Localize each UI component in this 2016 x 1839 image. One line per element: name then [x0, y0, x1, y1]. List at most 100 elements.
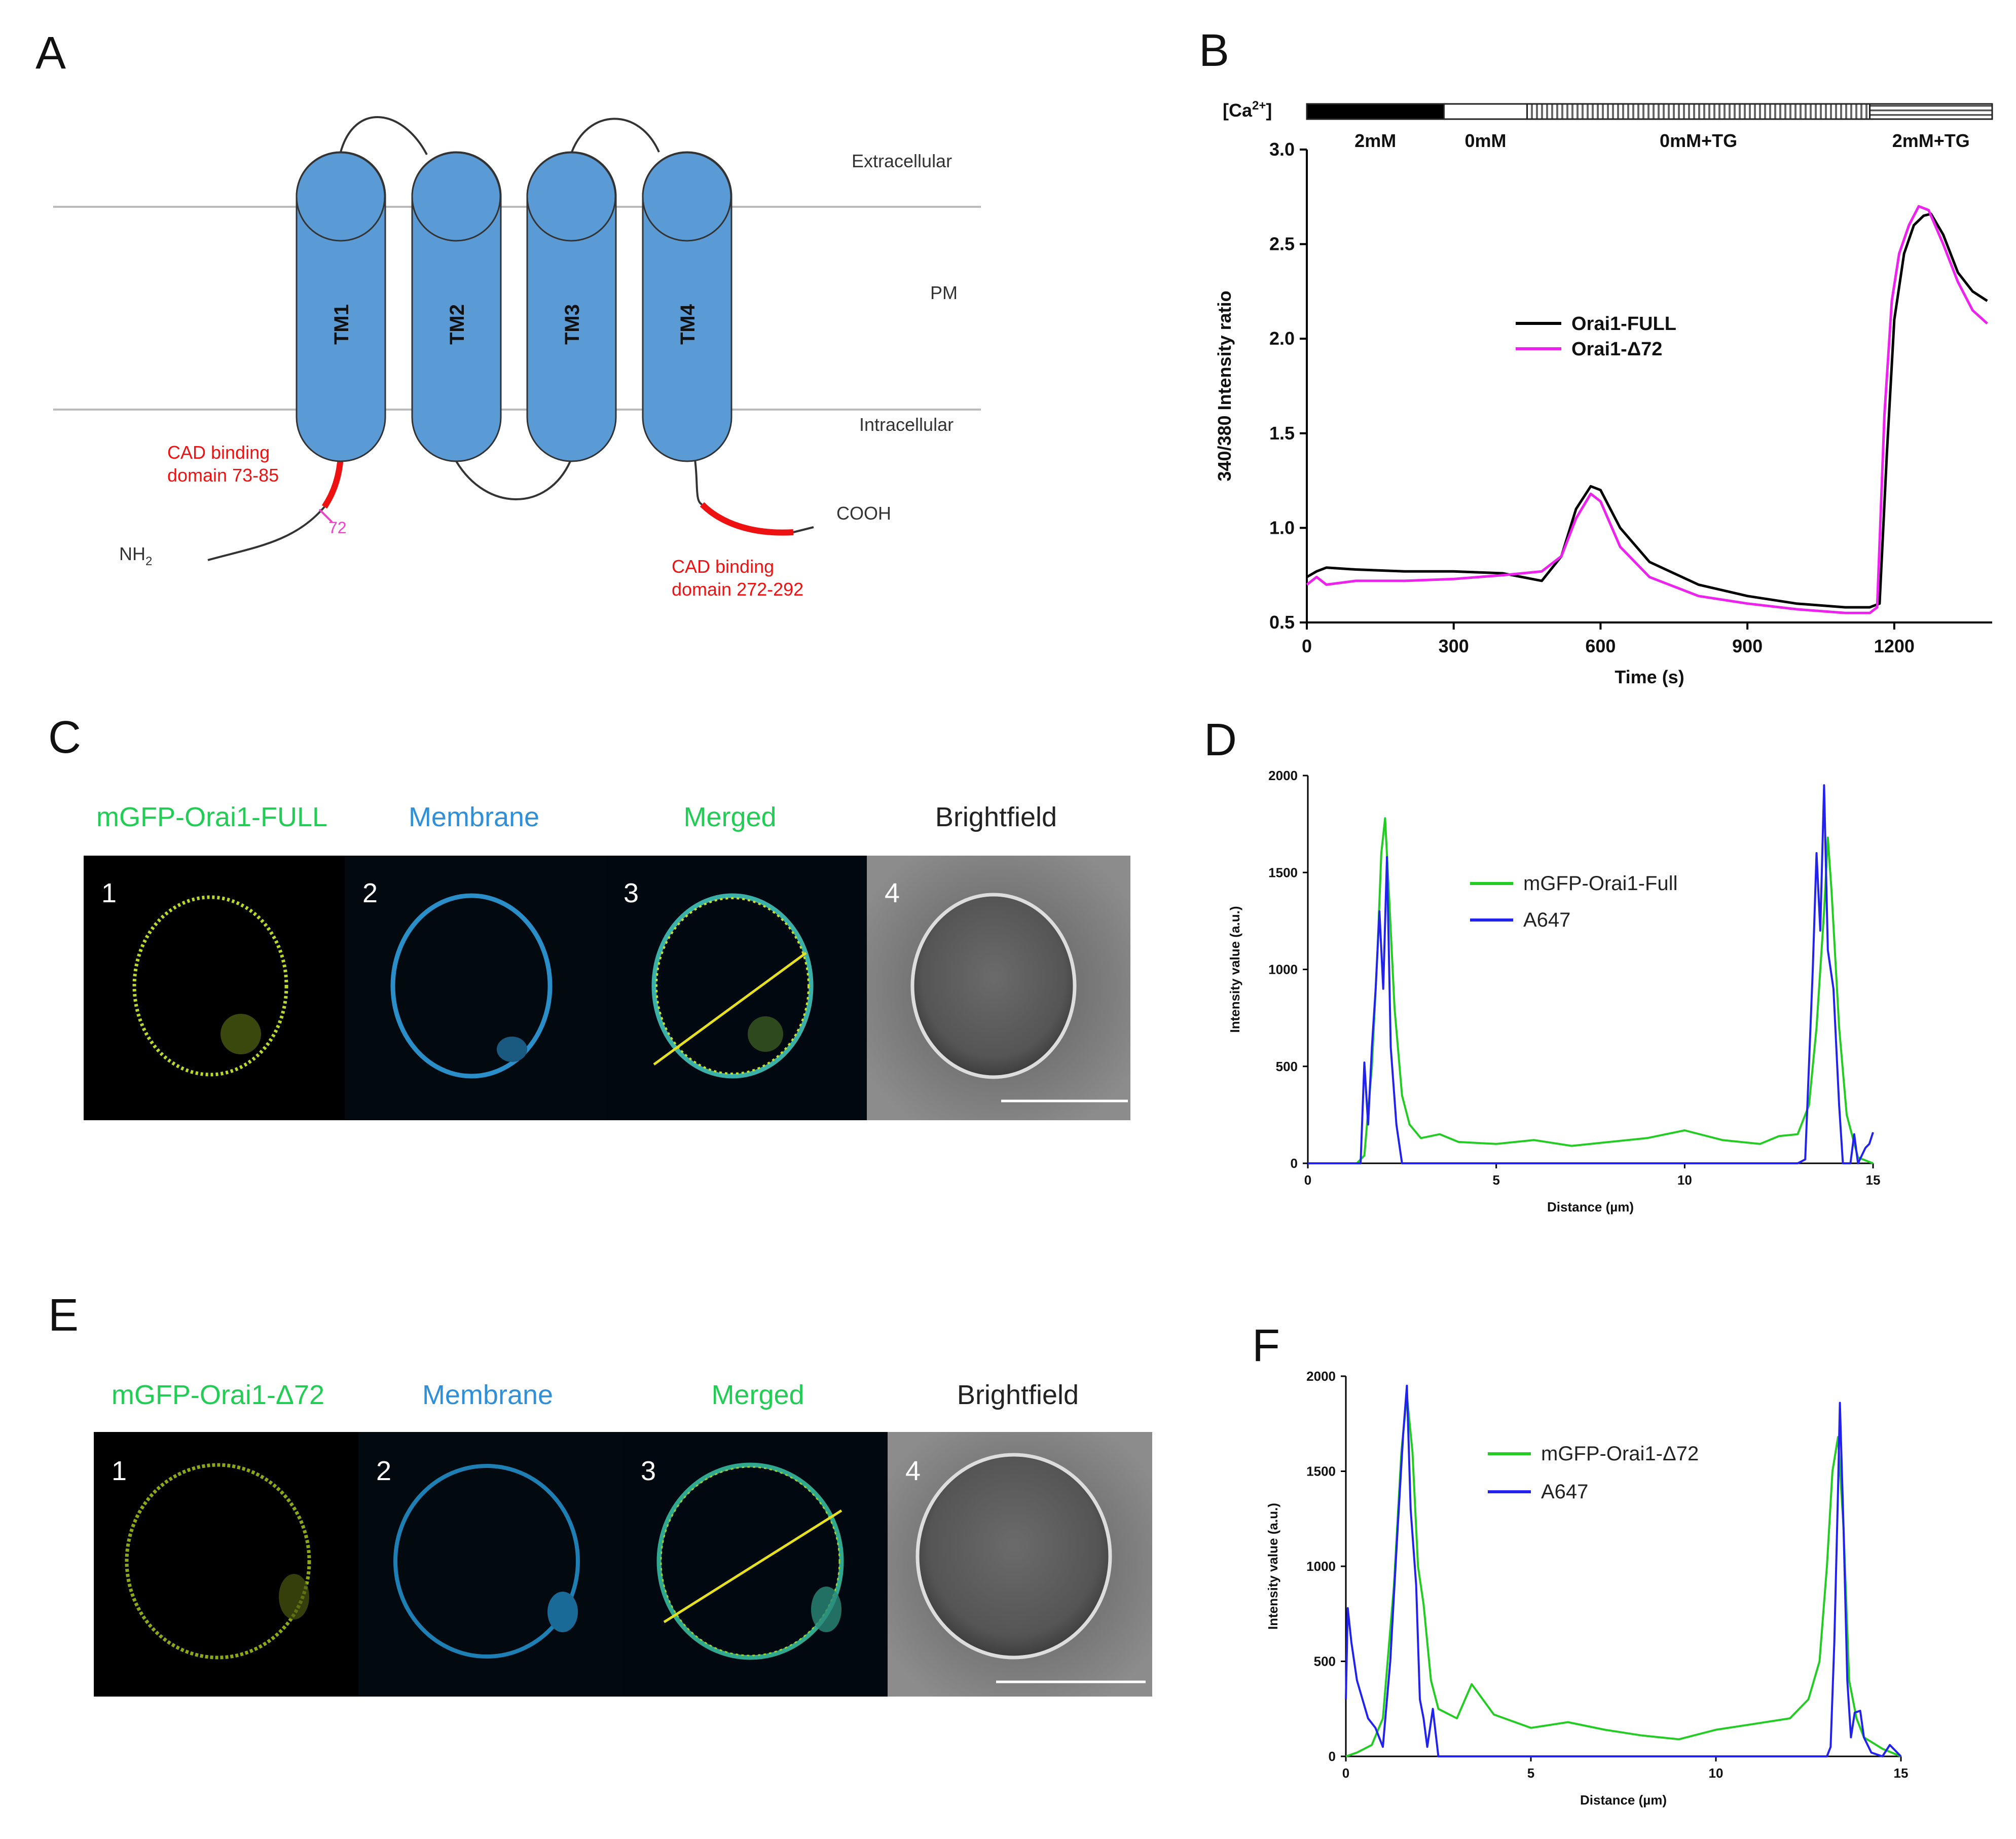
e-tile-merged: 3 [623, 1432, 888, 1697]
c-tile-membrane: 2 [345, 856, 606, 1120]
ca-segment-3 [1869, 103, 1993, 120]
tm1-label: TM1 [331, 304, 353, 345]
B-legend-label-0: Orai1-FULL [1571, 313, 1676, 335]
D-y-tick-label-1: 500 [1276, 1059, 1298, 1074]
B-y-tick-label-4: 2.5 [1269, 234, 1295, 254]
ca-segment-label-1: 0mM [1464, 130, 1506, 151]
B-y-axis-label: 340/380 Intensity ratio [1214, 290, 1235, 481]
B-y-tick-label-1: 1.0 [1269, 517, 1295, 538]
B-y-tick-label-3: 2.0 [1269, 328, 1295, 349]
e-title-gfp: mGFP-Orai1-Δ72 [112, 1380, 324, 1410]
micrograph-row-c: mGFP-Orai1-FULL Membrane Merged Brightfi… [84, 802, 1130, 1120]
B-series-line-0 [1306, 212, 1988, 609]
ca-segment-0 [1306, 103, 1445, 120]
D-series-line-0 [1308, 817, 1874, 1164]
F-x-tick-label-0: 0 [1342, 1766, 1349, 1781]
B-x-tick-label-4: 1200 [1874, 636, 1915, 656]
F-y-axis-label: Intensity value (a.u.) [1265, 1503, 1280, 1630]
c-profile-line [653, 951, 807, 1066]
F-legend-label-0: mGFP-Orai1-Δ72 [1541, 1443, 1699, 1465]
B-y-tick-label-5: 3.0 [1269, 139, 1295, 160]
F-x-tick-label-2: 10 [1709, 1766, 1724, 1781]
panel-label-a: A [35, 28, 66, 79]
ca-segment-label-3: 2mM+TG [1892, 130, 1970, 151]
D-x-tick-label-1: 5 [1492, 1172, 1499, 1188]
e-tile-number-4: 4 [905, 1456, 921, 1486]
D-y-tick-label-0: 0 [1291, 1156, 1298, 1171]
e-title-brightfield: Brightfield [957, 1380, 1079, 1410]
c-tile-number-2: 2 [362, 878, 378, 908]
pm-label: PM [930, 282, 958, 303]
B-legend-label-1: Orai1-Δ72 [1571, 339, 1662, 360]
F-y-tick-label-0: 0 [1329, 1749, 1336, 1764]
c-terminus-tail [693, 456, 703, 505]
cad-n-label-line1: CAD binding [167, 442, 270, 463]
c-terminus-label: COOH [836, 503, 891, 524]
e-tile-number-1: 1 [112, 1456, 127, 1486]
ca-segment-2 [1526, 103, 1871, 120]
F-legend-label-1: A647 [1541, 1481, 1588, 1503]
cad-domain-c-terminal [700, 502, 794, 536]
helix-tm3 [526, 151, 617, 462]
F-x-axis-label: Distance (µm) [1580, 1792, 1667, 1808]
D-y-tick-label-4: 2000 [1268, 768, 1298, 783]
c-tile-number-4: 4 [885, 878, 900, 908]
ca-segment-1 [1443, 103, 1528, 120]
cad-c-label-line1: CAD binding [672, 556, 774, 577]
D-x-axis-label: Distance (µm) [1547, 1199, 1634, 1215]
e-title-merged: Merged [711, 1380, 804, 1410]
tm4-label: TM4 [677, 304, 699, 345]
e-tile-membrane: 2 [358, 1432, 623, 1697]
panel-label-d: D [1204, 715, 1237, 765]
c-terminus-end [793, 526, 814, 533]
F-y-tick-label-4: 2000 [1306, 1369, 1336, 1384]
cad-domain-n-terminal [321, 456, 344, 509]
helix-tm1 [296, 151, 386, 462]
chart-b-calcium-imaging: 0.5 1.0 1.5 2.0 2.5 3.0 0 300 600 900 1200 Time (s)… [1214, 139, 1992, 687]
F-y-tick-label-2: 1000 [1306, 1559, 1336, 1574]
extracellular-loop-3 [571, 118, 660, 153]
c-title-gfp: mGFP-Orai1-FULL [96, 802, 327, 832]
c-title-brightfield: Brightfield [935, 802, 1057, 832]
B-y-tick-label-2: 1.5 [1269, 423, 1295, 444]
D-y-tick-label-3: 1500 [1268, 865, 1298, 880]
c-title-merged: Merged [683, 802, 776, 832]
tm3-label: TM3 [561, 304, 583, 345]
F-x-tick-label-1: 5 [1527, 1766, 1534, 1781]
ca-segment-label-0: 2mM [1354, 130, 1396, 151]
chart-f-line-profile-delta72: 0 500 1000 1500 2000 0 5 10 15 Distance (µm) Inten… [1265, 1369, 1908, 1808]
n-terminus-tail [207, 506, 325, 561]
truncation-marker [318, 508, 333, 523]
extracellular-label: Extracellular [852, 151, 952, 171]
e-title-membrane: Membrane [422, 1380, 553, 1410]
c-tile-number-1: 1 [101, 878, 117, 908]
extracellular-loop-1 [340, 116, 428, 155]
cad-c-label-line2: domain 272-292 [672, 579, 803, 600]
B-x-tick-label-3: 900 [1732, 636, 1763, 656]
c-tile-brightfield: 4 [867, 856, 1130, 1120]
F-x-tick-label-3: 15 [1894, 1766, 1909, 1781]
orai1-topology-diagram: TM1 TM2 TM3 TM4 Extracellular PM Intrace… [53, 116, 981, 600]
panel-label-b: B [1199, 25, 1229, 76]
panel-label-f: F [1252, 1320, 1280, 1371]
ca-segment-label-2: 0mM+TG [1660, 130, 1737, 151]
intracellular-loop-2 [455, 460, 571, 500]
panel-label-e: E [48, 1290, 79, 1341]
D-x-tick-label-3: 15 [1866, 1172, 1881, 1188]
helix-tm2 [411, 151, 502, 462]
e-tile-gfp: 1 [94, 1432, 358, 1697]
n-terminus-label: NH2 [119, 543, 152, 568]
helix-tm4 [642, 151, 732, 462]
micrograph-row-e: mGFP-Orai1-Δ72 Membrane Merged Brightfie… [94, 1380, 1152, 1697]
intracellular-label: Intracellular [859, 414, 954, 435]
panel-label-c: C [48, 712, 81, 763]
D-series-line-1 [1308, 784, 1874, 1164]
e-tile-brightfield: 4 [888, 1432, 1152, 1697]
e-profile-line [663, 1509, 842, 1624]
cad-n-label-line2: domain 73-85 [167, 465, 279, 486]
F-series-line-1 [1345, 1384, 1902, 1757]
B-x-tick-label-2: 600 [1585, 636, 1616, 656]
D-x-tick-label-2: 10 [1677, 1172, 1692, 1188]
c-title-membrane: Membrane [409, 802, 539, 832]
